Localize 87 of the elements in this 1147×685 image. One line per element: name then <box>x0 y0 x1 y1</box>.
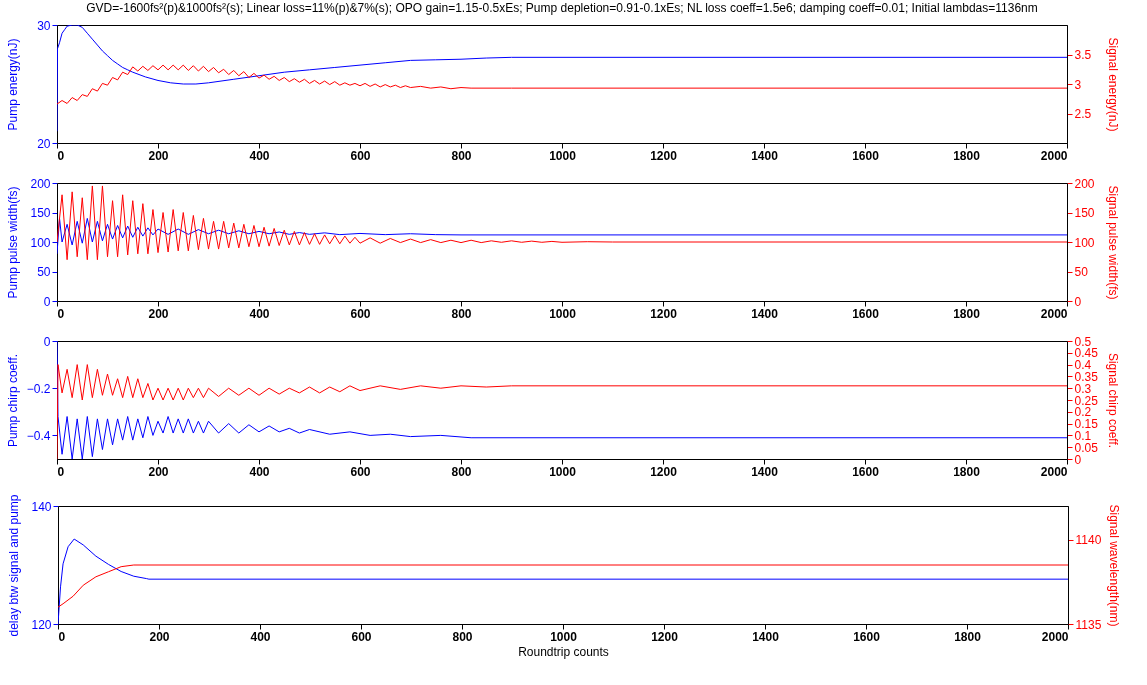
x-tick-label: 2000 <box>1040 306 1068 321</box>
y2-tick-label: 0.25 <box>1074 393 1099 408</box>
y2-tick-label: 0.45 <box>1074 346 1099 361</box>
x-tick-label: 1000 <box>550 629 578 644</box>
y-tick-label: 50 <box>37 265 51 279</box>
x-tick-label: 1600 <box>853 629 881 644</box>
y-axis-title: Pump energy(nJ) <box>5 38 20 131</box>
y-tick-label: 140 <box>31 499 52 514</box>
x-tick-label: 800 <box>451 148 472 163</box>
y2-axis-title: Signal wavelength(nm) <box>1106 504 1121 627</box>
x-axis-title: Roundtrip counts <box>518 644 609 659</box>
x-tick-label: 1200 <box>650 148 678 163</box>
y-tick-label: −0.2 <box>26 381 51 396</box>
y-axis-title: Pump chirp coeff. <box>5 353 20 448</box>
y-tick-label: 200 <box>30 176 51 191</box>
x-tick-label: 600 <box>350 464 371 479</box>
line-series <box>57 64 1067 105</box>
y2-tick-label: 0 <box>1074 452 1082 467</box>
x-tick-label: 400 <box>249 464 270 479</box>
x-tick-label: 2000 <box>1041 629 1069 644</box>
y-tick-label: 100 <box>30 235 51 250</box>
y-axis-title: Pump pulse width(fs) <box>5 186 20 299</box>
x-tick-label: 0 <box>57 148 65 163</box>
y-tick-label: −0.4 <box>26 428 51 443</box>
x-tick-label: 1800 <box>953 148 981 163</box>
x-tick-label: 1400 <box>752 629 780 644</box>
x-tick-label: 200 <box>148 148 169 163</box>
x-tick-label: 800 <box>451 464 472 479</box>
y2-tick-label: 200 <box>1074 176 1095 191</box>
line-series <box>57 217 1067 255</box>
x-tick-label: 1800 <box>953 306 981 321</box>
x-tick-label: 0 <box>57 464 65 479</box>
y-tick-label: 30 <box>37 18 51 33</box>
y2-tick-label: 2.5 <box>1074 107 1092 121</box>
y-axis-title: delay btw signal and pump <box>6 494 21 637</box>
y2-axis-title: Signal energy(nJ) <box>1105 37 1120 132</box>
y2-tick-label: 0.2 <box>1074 405 1092 420</box>
y2-tick-label: 0.3 <box>1074 381 1092 396</box>
line-series <box>58 564 1068 608</box>
line-series <box>57 25 1067 132</box>
x-tick-label: 800 <box>452 629 473 644</box>
x-tick-label: 1000 <box>549 306 577 321</box>
x-tick-label: 200 <box>148 306 169 321</box>
x-tick-label: 0 <box>57 306 65 321</box>
y2-tick-label: 50 <box>1074 265 1089 279</box>
x-tick-label: 600 <box>351 629 372 644</box>
x-tick-label: 1400 <box>751 464 779 479</box>
x-tick-label: 600 <box>350 306 371 321</box>
x-tick-label: 1600 <box>852 148 880 163</box>
y2-axis-title: Signal pulse width(fs) <box>1105 185 1120 300</box>
x-tick-label: 1000 <box>549 464 577 479</box>
x-tick-label: 1000 <box>549 148 577 163</box>
x-tick-label: 1400 <box>751 306 779 321</box>
y2-tick-label: 100 <box>1074 235 1095 250</box>
x-tick-label: 2000 <box>1040 464 1068 479</box>
y2-tick-label: 3 <box>1074 77 1082 92</box>
y-tick-label: 20 <box>37 136 51 151</box>
x-tick-label: 1200 <box>650 306 678 321</box>
x-tick-label: 1200 <box>650 464 678 479</box>
x-tick-label: 1600 <box>852 464 880 479</box>
x-tick-label: 1800 <box>953 464 981 479</box>
x-tick-label: 2000 <box>1040 148 1068 163</box>
x-tick-label: 1200 <box>651 629 679 644</box>
x-tick-label: 0 <box>58 629 66 644</box>
x-tick-label: 1800 <box>954 629 982 644</box>
chart-title: GVD=-1600fs²(p)&1000fs²(s); Linear loss=11%(p)&7%(s); OPO gain=1.15-0.5xEs; Pump depletion=0.91-0.1xEs; NL loss coeff=1.5e6; damping coeff=0.01; Initial lambdas=1136nm <box>86 1 1038 15</box>
x-tick-label: 200 <box>148 464 169 479</box>
x-tick-label: 600 <box>350 148 371 163</box>
y2-axis-title: Signal chirp coeff. <box>1105 352 1120 449</box>
x-tick-label: 1400 <box>751 148 779 163</box>
y-tick-label: 0 <box>43 334 51 349</box>
y2-tick-label: 0.5 <box>1074 334 1092 349</box>
y2-tick-label: 0 <box>1074 294 1082 309</box>
x-tick-label: 400 <box>249 148 270 163</box>
x-tick-label: 800 <box>451 306 472 321</box>
y-tick-label: 120 <box>31 617 52 632</box>
y2-tick-label: 150 <box>1074 206 1095 220</box>
y2-tick-label: 1135 <box>1075 617 1102 632</box>
x-tick-label: 200 <box>149 629 170 644</box>
y-tick-label: 150 <box>30 206 51 220</box>
y2-tick-label: 0.05 <box>1074 440 1099 455</box>
x-tick-label: 400 <box>249 306 270 321</box>
y2-tick-label: 3.5 <box>1074 48 1092 62</box>
y2-tick-label: 1140 <box>1075 533 1102 548</box>
x-tick-label: 400 <box>250 629 271 644</box>
y-tick-label: 0 <box>43 294 51 309</box>
x-tick-label: 1600 <box>852 306 880 321</box>
